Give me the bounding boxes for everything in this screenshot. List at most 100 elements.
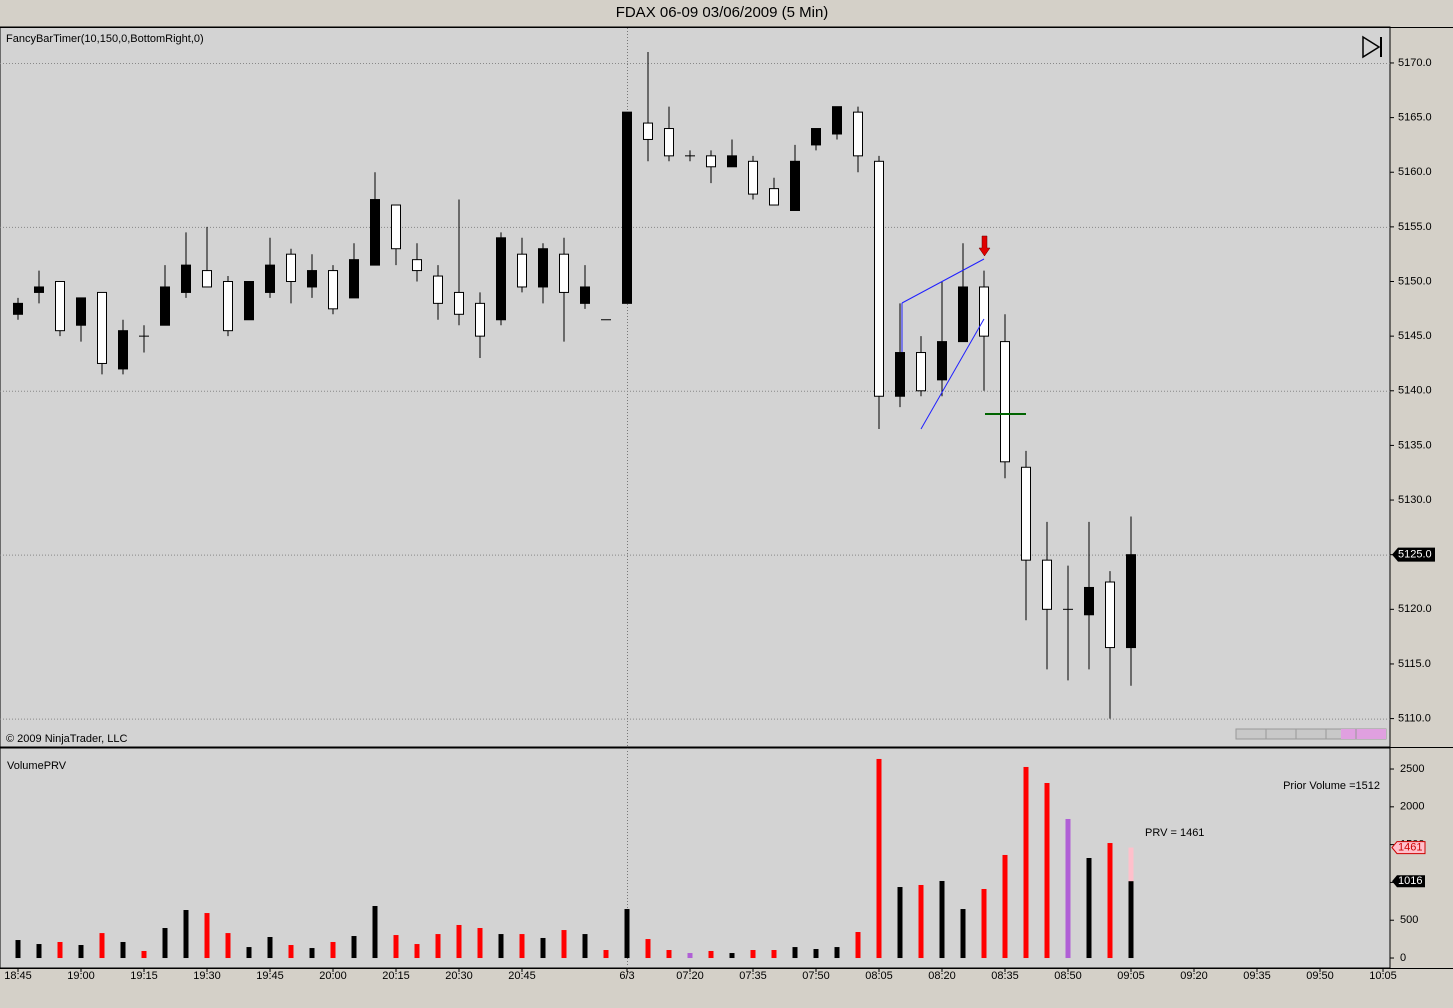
volume-bar (372, 906, 378, 959)
volume-bar (162, 928, 168, 959)
volume-bar (519, 934, 525, 959)
volume-bar (456, 924, 462, 959)
candle-body (454, 291, 464, 315)
volume-bar (183, 910, 189, 959)
volume-bar (393, 935, 399, 959)
y-tick-label: 500 (1400, 914, 1418, 926)
candle-body (496, 237, 506, 321)
volume-bar (582, 934, 588, 959)
candle-body (538, 248, 548, 288)
volume-bar (1023, 766, 1029, 959)
x-tick-label: 08:50 (1054, 970, 1082, 982)
volume-bar (666, 950, 672, 959)
candle-body (832, 106, 842, 135)
volume-bar (246, 947, 252, 959)
y-tick-label: 5160.0 (1398, 166, 1432, 178)
candle-body (475, 302, 485, 337)
x-tick-label: 08:35 (991, 970, 1019, 982)
volume-bar (624, 909, 630, 959)
volume-bar (57, 941, 63, 959)
volume-bar (603, 950, 609, 959)
price-panel (0, 26, 1391, 748)
candle-body (55, 281, 65, 332)
x-tick-label: 19:00 (67, 970, 95, 982)
candle-body (412, 259, 422, 272)
prv-marker-label: 1461 (1398, 841, 1422, 853)
volume-bar (645, 939, 651, 959)
y-tick-label: 5170.0 (1398, 57, 1432, 69)
x-tick-label: 19:15 (130, 970, 158, 982)
candle-body (979, 286, 989, 337)
candle-body (1021, 466, 1031, 561)
volume-bar (939, 880, 945, 959)
candle-body (328, 270, 338, 310)
volume-bar (1065, 818, 1071, 959)
volume-bar (330, 941, 336, 959)
candle-body (118, 330, 128, 370)
volume-bar (561, 930, 567, 959)
candle-body (706, 155, 716, 168)
candle-body (223, 281, 233, 332)
y-tick-label: 5120.0 (1398, 603, 1432, 615)
candle-body (790, 160, 800, 211)
candle-body (1126, 554, 1136, 649)
bar-timer-box (1235, 728, 1387, 740)
candle-body (559, 253, 569, 293)
volume-panel (0, 747, 1391, 969)
y-tick-label: 5140.0 (1398, 385, 1432, 397)
candle-body (1000, 341, 1010, 463)
x-tick-label: 09:35 (1243, 970, 1271, 982)
candle-body (748, 160, 758, 195)
volume-bar (1002, 854, 1008, 959)
volume-bar (99, 933, 105, 959)
x-tick-label: 18:45 (4, 970, 32, 982)
volume-bar (834, 947, 840, 959)
volume-bar (918, 884, 924, 959)
volume-bar (960, 909, 966, 959)
y-tick-label: 5155.0 (1398, 221, 1432, 233)
volume-bar (855, 932, 861, 959)
volume-bar (120, 941, 126, 959)
candle-body (727, 155, 737, 168)
volume-bar (288, 945, 294, 959)
candle-body (181, 264, 191, 293)
candle-body (1042, 559, 1052, 610)
volume-bar (729, 953, 735, 959)
volume-title: VolumePRV (7, 760, 67, 772)
candle-body (622, 111, 632, 304)
candle-body (307, 270, 317, 288)
volume-bar (141, 950, 147, 959)
candle-body (244, 281, 254, 321)
candle-body (958, 286, 968, 343)
volume-bar (897, 887, 903, 959)
volume-bar (1044, 783, 1050, 959)
candle-body (97, 291, 107, 364)
volume-bar (267, 937, 273, 959)
candle-body (1084, 586, 1094, 616)
last-price-marker (1392, 547, 1435, 562)
candle-body (433, 275, 443, 304)
volume-bar (708, 950, 714, 959)
candle-body (769, 188, 779, 206)
volume-bar (225, 933, 231, 959)
y-tick-label: 2000 (1400, 801, 1424, 813)
y-tick-label: 5135.0 (1398, 439, 1432, 451)
trend-line (901, 258, 985, 304)
volume-bar (750, 950, 756, 959)
candle-body (370, 199, 380, 266)
prv-label: PRV = 1461 (1145, 827, 1204, 839)
candle-body (349, 259, 359, 299)
last-volume-label: 1016 (1398, 875, 1422, 887)
x-tick-label: 10:05 (1369, 970, 1397, 982)
volume-bar (414, 944, 420, 959)
bar-timer-icon (1362, 35, 1382, 59)
y-tick-label: 5165.0 (1398, 112, 1432, 124)
y-tick-label: 0 (1400, 952, 1406, 964)
y-tick-label: 5145.0 (1398, 330, 1432, 342)
candle-body (811, 128, 821, 146)
y-tick-label: 5115.0 (1398, 658, 1431, 670)
volume-bar (813, 949, 819, 959)
y-tick-label: 5150.0 (1398, 275, 1432, 287)
candle-body (874, 160, 884, 397)
